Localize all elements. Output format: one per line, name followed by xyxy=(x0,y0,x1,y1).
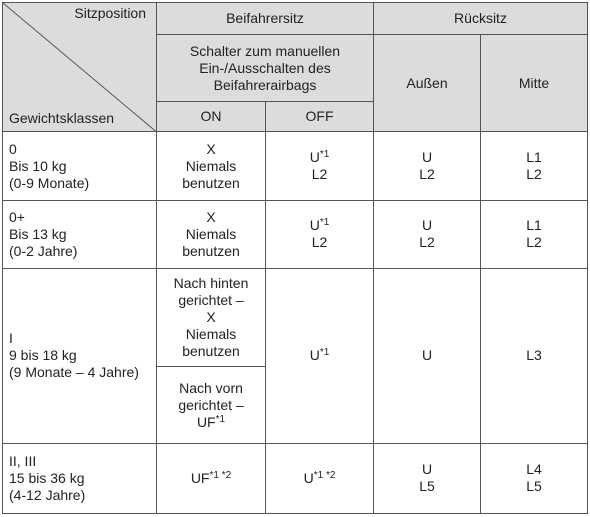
mitte-line: L5 xyxy=(526,478,542,495)
mitte-line: L1 xyxy=(526,217,542,234)
weight-class-cell: 0 Bis 10 kg (0-9 Monate) xyxy=(2,131,157,201)
off-cell: U*1 *2 xyxy=(265,442,374,515)
on-line: Nach hinten xyxy=(173,275,249,292)
on-line: gerichtet – xyxy=(178,292,244,309)
off-value: U xyxy=(309,347,320,364)
on-line: Nach vorn xyxy=(179,379,243,396)
diagonal-header-cell: Sitzposition Gewichtsklassen xyxy=(2,1,157,133)
airbag-switch-header: Schalter zum manuellen Ein-/Ausschalten … xyxy=(156,34,374,103)
weight-class-line: 0+ xyxy=(9,208,25,225)
table-row: 0 Bis 10 kg (0-9 Monate) X Niemals benut… xyxy=(2,131,588,201)
on-line: Niemals xyxy=(185,326,237,343)
off-value: U xyxy=(309,149,320,166)
on-line: gerichtet – xyxy=(178,396,244,413)
aussen-cell: U L2 xyxy=(373,131,481,201)
table-row: II, III 15 bis 36 kg (4-12 Jahre) UF*1 *… xyxy=(2,442,588,515)
gewichtsklassen-label: Gewichtsklassen xyxy=(9,110,115,127)
airbag-switch-line: Schalter zum manuellen xyxy=(189,42,341,59)
aussen-cell: U L5 xyxy=(373,442,481,515)
weight-class-line: 15 bis 36 kg xyxy=(9,469,85,486)
weight-class-line: 0 xyxy=(9,140,17,157)
off-line: U*1 xyxy=(266,149,373,166)
aussen-line: L2 xyxy=(419,234,435,251)
weight-class-line: (0-9 Monate) xyxy=(9,174,90,191)
footnote-mark: *1 *2 xyxy=(209,469,232,481)
footnote-mark: *1 *2 xyxy=(313,469,336,481)
weight-class-cell: I 9 bis 18 kg (9 Monate – 4 Jahre) xyxy=(2,268,157,444)
mitte-line: L4 xyxy=(526,461,542,478)
weight-class-line: Bis 10 kg xyxy=(9,157,67,174)
footnote-mark: *1 xyxy=(215,413,226,425)
off-cell: U*1 xyxy=(265,268,374,444)
on-cell: X Niemals benutzen xyxy=(156,199,266,270)
mitte-cell: L4 L5 xyxy=(480,442,588,515)
mitte-header: Mitte xyxy=(480,34,588,133)
on-line: Niemals xyxy=(185,157,237,174)
table-row: Nach vorn gerichtet – UF*1 xyxy=(3,366,588,444)
footnote-mark: *1 xyxy=(319,149,330,161)
weight-class-line: II, III xyxy=(9,452,37,469)
on-line: benutzen xyxy=(182,242,240,259)
on-header: ON xyxy=(156,101,266,133)
aussen-header: Außen xyxy=(373,34,481,133)
ruecksitz-header: Rücksitz xyxy=(373,1,588,36)
aussen-line: U xyxy=(421,217,433,234)
mitte-line: L1 xyxy=(526,149,542,166)
table-row: 0+ Bis 13 kg (0-2 Jahre) X Niemals benut… xyxy=(2,199,588,270)
mitte-cell: L1 L2 xyxy=(480,199,588,270)
weight-class-line: (0-2 Jahre) xyxy=(9,242,78,259)
off-value: U xyxy=(303,469,314,486)
aussen-line: L2 xyxy=(419,166,435,183)
on-front-facing-cell: Nach vorn gerichtet – UF*1 xyxy=(156,366,266,444)
on-rear-facing-cell: Nach hinten gerichtet – X Niemals benutz… xyxy=(156,268,266,368)
airbag-switch-line: Beifahrerairbags xyxy=(213,76,317,93)
weight-class-line: (4-12 Jahre) xyxy=(9,486,86,503)
weight-class-cell: II, III 15 bis 36 kg (4-12 Jahre) xyxy=(2,442,157,515)
weight-class-line: I xyxy=(9,330,13,347)
off-line: L2 xyxy=(311,234,328,251)
mitte-cell: L1 L2 xyxy=(480,131,588,201)
aussen-cell: U L2 xyxy=(373,199,481,270)
aussen-line: U xyxy=(421,461,433,478)
beifahrersitz-header: Beifahrersitz xyxy=(156,1,374,36)
off-value: U xyxy=(309,217,320,234)
footnote-mark: *1 xyxy=(319,347,330,359)
on-line: UF*1 xyxy=(157,414,265,431)
on-cell: UF*1 *2 xyxy=(156,442,266,515)
mitte-cell: L3 xyxy=(480,268,588,444)
off-header: OFF xyxy=(265,101,374,133)
on-line: Niemals xyxy=(185,225,237,242)
off-cell: U*1 L2 xyxy=(265,199,374,270)
diagonal-line xyxy=(3,3,156,131)
on-line: X xyxy=(206,140,216,157)
mitte-line: L2 xyxy=(526,234,542,251)
on-value: UF xyxy=(196,413,216,430)
off-line: L2 xyxy=(311,166,328,183)
mitte-line: L2 xyxy=(526,166,542,183)
weight-class-line: 9 bis 18 kg xyxy=(9,347,77,364)
on-line: benutzen xyxy=(182,343,240,360)
airbag-switch-line: Ein-/Ausschalten des xyxy=(199,59,331,76)
on-value: UF xyxy=(190,469,210,486)
on-line: X xyxy=(206,208,216,225)
weight-class-line: Bis 13 kg xyxy=(9,225,67,242)
weight-class-cell: 0+ Bis 13 kg (0-2 Jahre) xyxy=(2,199,157,270)
aussen-line: U xyxy=(421,149,433,166)
aussen-line: L5 xyxy=(419,478,435,495)
aussen-cell: U xyxy=(373,268,481,444)
weight-class-line: (9 Monate – 4 Jahre) xyxy=(9,364,139,381)
table-row: I 9 bis 18 kg (9 Monate – 4 Jahre) Nach … xyxy=(2,268,588,444)
on-cell: X Niemals benutzen xyxy=(156,131,266,201)
sitzposition-label: Sitzposition xyxy=(74,5,146,21)
off-cell: U*1 L2 xyxy=(265,131,374,201)
on-line: benutzen xyxy=(182,174,240,191)
off-line: U*1 xyxy=(266,217,373,234)
on-line: X xyxy=(206,309,216,326)
footnote-mark: *1 xyxy=(319,217,330,229)
